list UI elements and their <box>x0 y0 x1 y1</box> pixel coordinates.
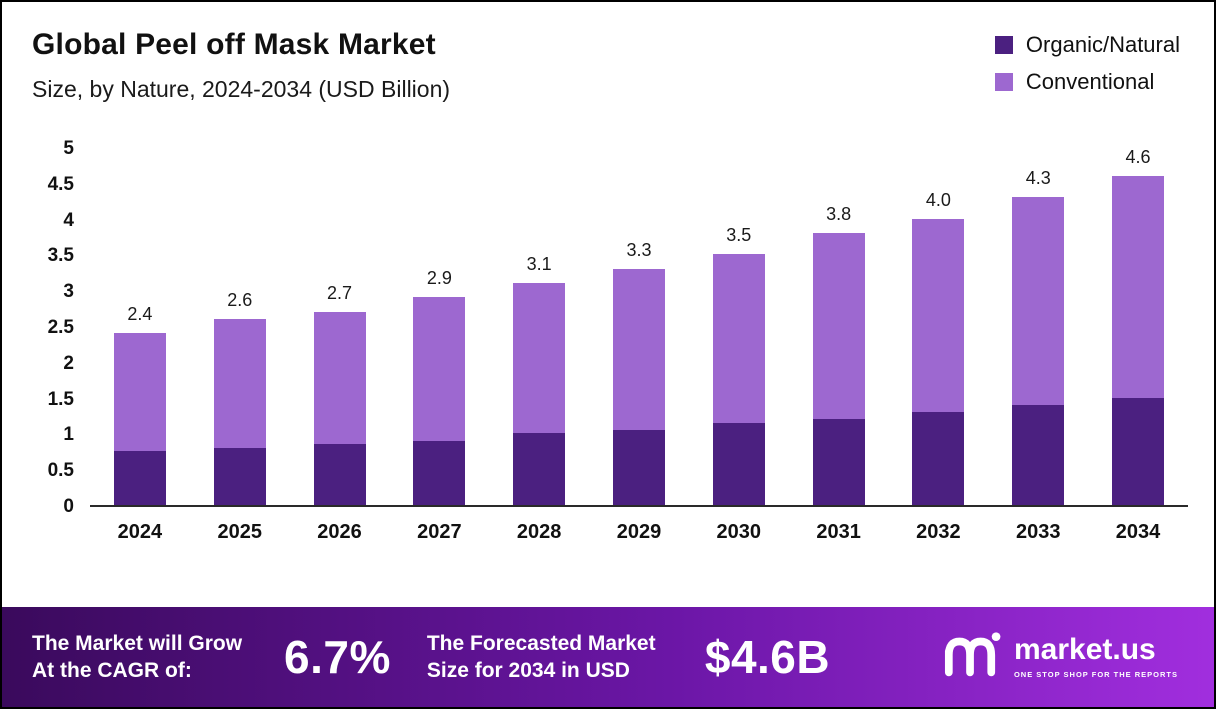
x-axis-label: 2031 <box>816 521 861 543</box>
bars-region: 2.4 2.6 2.7 2.9 3.1 3.3 3.5 3.8 4.0 4.3 4.6 <box>90 146 1188 507</box>
bar-segment-conventional <box>213 318 266 448</box>
bar-segment-organic-natural <box>812 419 865 505</box>
brand-text: market.us ONE STOP SHOP FOR THE REPORTS <box>1013 633 1178 680</box>
bar-segment-organic-natural <box>213 447 266 505</box>
bar-total-label: 4.6 <box>1125 146 1151 167</box>
legend-swatch <box>994 73 1013 91</box>
forecast-label: The Forecasted Market Size for 2034 in U… <box>426 631 656 682</box>
cagr-label: The Market will Grow At the CAGR of: <box>32 631 243 682</box>
brand-logo: market.us ONE STOP SHOP FOR THE REPORTS <box>940 628 1184 687</box>
y-axis: 5 4.5 4 3.5 3 2.5 2 1.5 1 0.5 0 <box>28 138 82 517</box>
bar-total-label: 2.4 <box>127 304 153 325</box>
y-tick-label: 5 <box>63 138 74 159</box>
legend: Organic/Natural Conventional <box>994 28 1180 95</box>
y-tick-label: 2 <box>63 352 74 374</box>
bar-segment-conventional <box>812 232 865 420</box>
x-axis-label: 2032 <box>916 521 961 543</box>
bar-segment-conventional <box>413 297 466 441</box>
bar-group-2024: 2.4 <box>90 149 190 505</box>
brand-tagline: ONE STOP SHOP FOR THE REPORTS <box>1013 670 1178 679</box>
x-axis-label: 2028 <box>516 521 562 543</box>
bar-segment-organic-natural <box>612 429 665 505</box>
y-tick-label: 3.5 <box>47 245 74 267</box>
bar-segment-organic-natural <box>513 433 566 505</box>
bar-group-2029: 3.3 <box>589 149 689 505</box>
legend-label: Conventional <box>1025 69 1155 94</box>
bar-total-label: 3.1 <box>526 254 552 275</box>
cagr-value: 6.7% <box>284 631 391 683</box>
bar-segment-organic-natural <box>113 451 166 505</box>
bar-segment-conventional <box>113 333 166 452</box>
footer-banner: The Market will Grow At the CAGR of: 6.7… <box>2 607 1214 707</box>
bar-total-label: 3.8 <box>826 203 852 224</box>
legend-label: Organic/Natural <box>1025 32 1180 57</box>
y-tick-label: 0 <box>63 496 74 517</box>
market-us-logo-icon <box>940 628 1002 687</box>
x-axis-label: 2033 <box>1015 521 1061 543</box>
y-tick-label: 4.5 <box>47 173 74 195</box>
bar-segment-organic-natural <box>912 411 965 505</box>
x-axis: 2024 2025 2026 2027 2028 2029 2030 2031 2032 2033… <box>90 507 1188 544</box>
bar-segment-organic-natural <box>712 422 765 505</box>
bar-total-label: 2.6 <box>227 289 253 310</box>
y-tick-label: 2.5 <box>47 317 74 338</box>
y-tick-label: 3 <box>63 281 74 303</box>
bar-segment-organic-natural <box>413 440 466 505</box>
bar-group-2027: 2.9 <box>389 149 489 505</box>
forecast-value: $4.6B <box>704 631 831 683</box>
title-block: Global Peel off Mask Market Size, by Nat… <box>32 28 450 103</box>
y-tick-label: 1.5 <box>47 388 74 410</box>
legend-item-conventional: Conventional <box>994 69 1180 95</box>
bar-segment-conventional <box>612 268 665 430</box>
bar-group-2025: 2.6 <box>190 149 290 505</box>
y-tick-label: 1 <box>63 424 74 446</box>
bar-segment-organic-natural <box>1112 397 1165 505</box>
bar-total-label: 2.9 <box>426 268 452 289</box>
bar-group-2033: 4.3 <box>988 149 1088 505</box>
bar-group-2034: 4.6 <box>1088 146 1188 505</box>
bar-segment-organic-natural <box>313 444 366 505</box>
bar-segment-conventional <box>912 218 965 412</box>
stacked-bar-chart: 5 4.5 4 3.5 3 2.5 2 1.5 1 0.5 0 2.4 2.6 2.7 2.9 3.1 3.3… <box>2 138 1214 544</box>
y-tick-label: 4 <box>63 209 74 231</box>
legend-item-organic-natural: Organic/Natural <box>994 32 1180 58</box>
bar-segment-conventional <box>313 311 366 445</box>
x-axis-label: 2034 <box>1115 521 1161 543</box>
x-axis-label: 2026 <box>317 521 362 543</box>
bar-segment-organic-natural <box>1012 404 1065 505</box>
bar-group-2032: 4.0 <box>889 149 989 505</box>
bar-group-2031: 3.8 <box>789 149 889 505</box>
x-axis-label: 2027 <box>417 521 462 543</box>
bar-total-label: 4.3 <box>1025 168 1051 189</box>
x-axis-label: 2025 <box>217 521 262 543</box>
bar-segment-conventional <box>1112 175 1165 398</box>
bar-total-label: 3.3 <box>626 239 652 260</box>
y-tick-label: 0.5 <box>47 460 74 482</box>
bar-group-2030: 3.5 <box>689 149 789 505</box>
bar-segment-conventional <box>513 283 566 434</box>
x-axis-label: 2029 <box>616 521 662 543</box>
bar-total-label: 2.7 <box>327 282 353 303</box>
page-subtitle: Size, by Nature, 2024-2034 (USD Billion) <box>32 76 451 102</box>
bar-segment-conventional <box>1012 197 1065 405</box>
plot-area: 2.4 2.6 2.7 2.9 3.1 3.3 3.5 3.8 4.0 4.3 4.6 2024 20… <box>90 146 1188 544</box>
page-title: Global Peel off Mask Market <box>32 28 436 61</box>
bar-total-label: 4.0 <box>925 189 951 210</box>
brand-name: market.us <box>1013 633 1156 666</box>
bar-total-label: 3.5 <box>726 225 752 246</box>
legend-swatch <box>994 36 1013 54</box>
bar-group-2028: 3.1 <box>489 149 589 505</box>
x-axis-label: 2030 <box>716 521 762 543</box>
bar-segment-conventional <box>712 254 765 423</box>
x-axis-label: 2024 <box>117 521 163 543</box>
header: Global Peel off Mask Market Size, by Nat… <box>2 2 1214 103</box>
bar-group-2026: 2.7 <box>290 149 390 505</box>
